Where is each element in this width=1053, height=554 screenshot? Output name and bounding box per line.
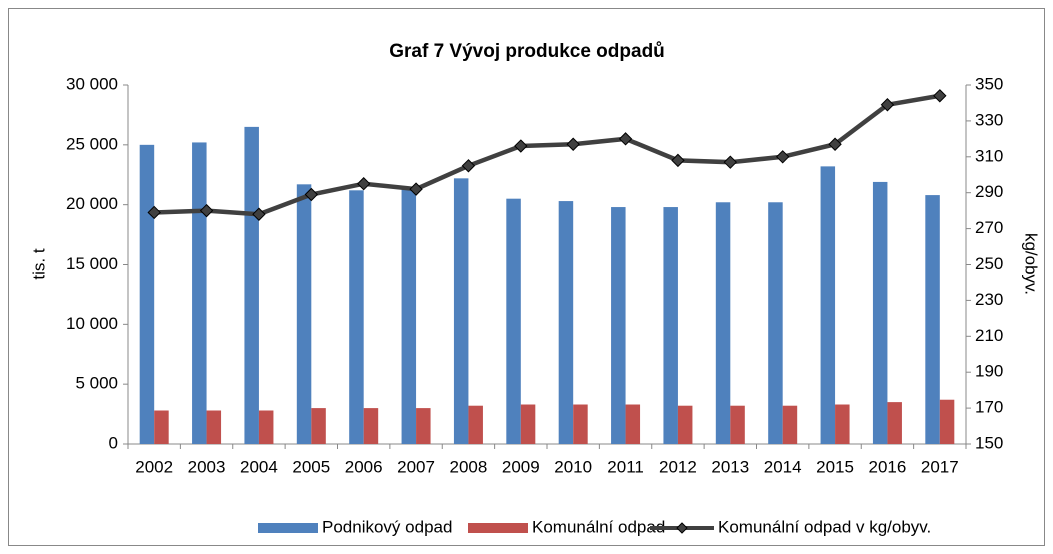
x-tick-label: 2014 [764,457,802,476]
marker [461,159,476,173]
marker [618,132,633,146]
y-tick-label: 10 000 [66,314,118,333]
marker [723,155,738,169]
bar [401,186,417,444]
x-tick-label: 2002 [135,457,173,476]
y2-tick-label: 190 [975,362,1003,381]
bar [311,408,326,444]
bar [258,410,274,444]
marker [409,182,423,196]
bar [625,404,641,444]
marker [252,207,266,221]
x-tick-label: 2009 [502,457,540,476]
bar [730,405,745,444]
bar [887,402,902,444]
chart-border [8,8,1045,546]
x-tick-label: 2012 [659,457,697,476]
bar [139,144,155,445]
legend-label: Komunální odpad v kg/obyv. [718,517,931,536]
x-tick-label: 2017 [921,457,959,476]
bar [416,408,431,444]
bar [363,408,379,444]
y2-tick-label: 170 [975,398,1003,417]
marker [828,137,842,151]
legend-label: Komunální odpad [532,517,665,536]
bar [154,410,169,444]
y-tick-label: 25 000 [66,134,118,153]
y2-tick-label: 270 [975,218,1003,237]
marker [356,177,371,191]
bar [468,405,483,444]
x-tick-label: 2010 [554,457,592,476]
x-tick-label: 2008 [450,457,488,476]
y2-tick-label: 290 [975,182,1003,201]
y-axis-label: tis. t [29,248,48,279]
marker [671,153,685,168]
y-tick-label: 15 000 [66,254,118,273]
y2-tick-label: 210 [975,326,1003,345]
x-tick-label: 2016 [869,457,907,476]
bar [611,207,626,444]
y2-tick-label: 150 [975,433,1003,452]
marker [514,139,528,153]
bar [558,201,574,444]
bar [453,178,469,444]
legend-swatch [258,523,318,533]
marker [880,98,895,112]
x-tick-label: 2015 [816,457,854,476]
bar [192,142,207,444]
legend-swatch [468,523,528,533]
marker [566,137,580,151]
bar [520,404,536,444]
marker [933,89,947,103]
bar [677,405,693,444]
bar [925,195,940,444]
y-tick-label: 20 000 [66,194,118,213]
y2-tick-label: 250 [975,254,1003,273]
bar [663,207,678,444]
legend-marker [676,522,688,534]
bar [296,184,312,444]
x-tick-label: 2005 [292,457,330,476]
legend-label: Podnikový odpad [322,517,452,536]
y2-tick-label: 230 [975,290,1003,309]
x-tick-label: 2004 [240,457,278,476]
bar [506,198,521,444]
marker [304,187,319,202]
y2-axis-label: kg/obyv. [1022,233,1041,295]
x-tick-label: 2011 [607,457,644,476]
bar [349,190,364,444]
bar [244,126,259,444]
bar [835,404,850,444]
y2-tick-label: 310 [975,146,1003,165]
bar [768,202,783,444]
bar [820,166,836,444]
bar [715,202,731,444]
chart-title: Graf 7 Vývoj produkce odpadů [389,41,665,62]
y-tick-label: 30 000 [66,74,118,93]
marker [147,205,161,220]
y2-tick-label: 330 [975,110,1003,129]
bar [573,404,588,444]
bar [872,181,888,444]
marker [775,150,790,164]
bar [206,410,222,444]
line [154,93,941,217]
x-tick-label: 2013 [711,457,749,476]
y-tick-label: 0 [109,433,118,452]
x-tick-label: 2006 [345,457,383,476]
y-tick-label: 5 000 [75,374,118,393]
x-tick-label: 2003 [188,457,226,476]
y2-tick-label: 350 [975,74,1003,93]
marker [199,203,214,218]
bar [782,405,798,444]
bar [939,399,955,444]
x-tick-label: 2007 [397,457,435,476]
